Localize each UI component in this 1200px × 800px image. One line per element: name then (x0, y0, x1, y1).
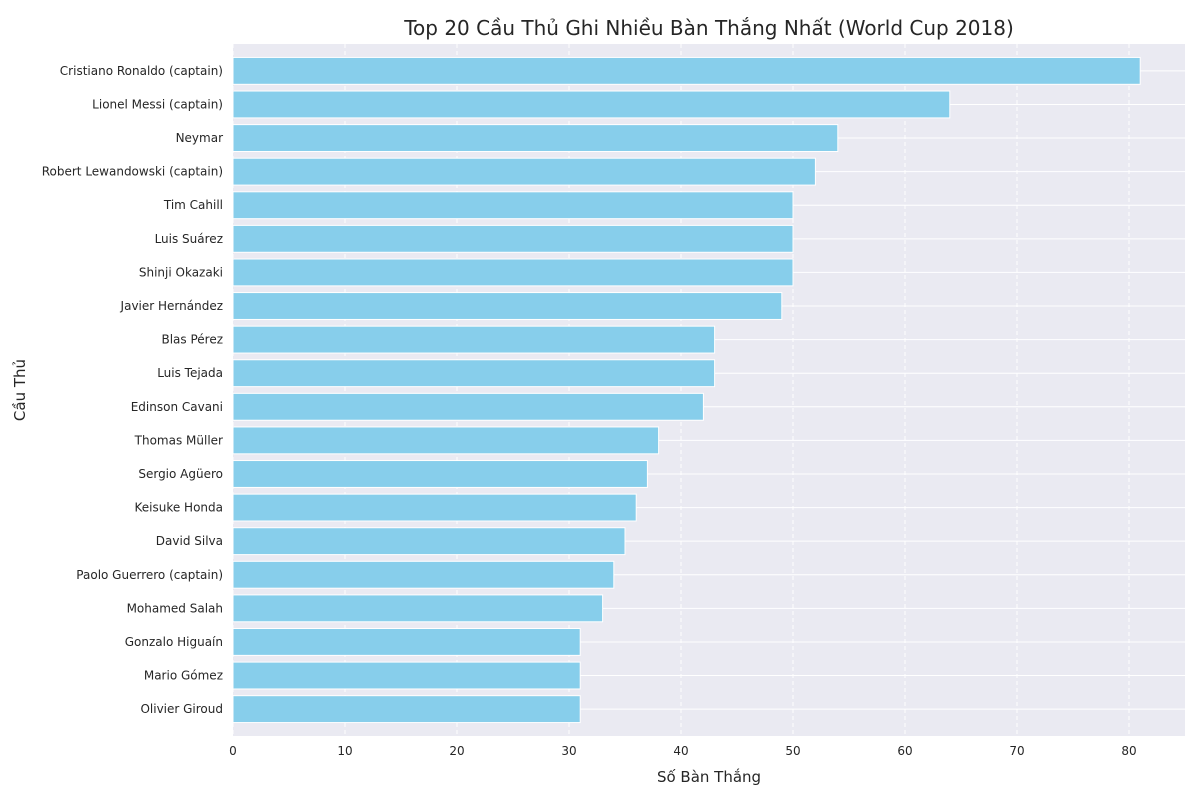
y-tick-label: Paolo Guerrero (captain) (76, 568, 223, 582)
y-tick-label: Tim Cahill (163, 198, 223, 212)
bar (232, 695, 581, 724)
y-tick-label: Mohamed Salah (127, 601, 223, 615)
bar (232, 292, 783, 320)
y-tick-label: Neymar (176, 131, 224, 145)
y-tick-label: Shinji Okazaki (139, 265, 223, 279)
x-tick-label: 70 (1009, 744, 1024, 758)
y-tick-label: Luis Suárez (155, 232, 223, 246)
bar (232, 460, 648, 488)
bar (232, 594, 604, 623)
bar (232, 628, 581, 656)
bar (232, 56, 1141, 85)
bar (232, 325, 716, 354)
bar (232, 90, 951, 119)
y-tick-label: Edinson Cavani (131, 400, 223, 414)
bars (232, 56, 1141, 724)
x-tick-label: 40 (673, 744, 688, 758)
bar (232, 157, 816, 186)
y-tick-label: Javier Hernández (120, 299, 223, 313)
x-tick-label: 80 (1121, 744, 1136, 758)
y-tick-label: Robert Lewandowski (captain) (42, 165, 223, 179)
x-tick-label: 20 (449, 744, 464, 758)
y-tick-label: Thomas Müller (134, 433, 223, 447)
bar (232, 493, 637, 522)
x-tick-label: 60 (897, 744, 912, 758)
bar (232, 224, 794, 253)
x-tick-label: 50 (785, 744, 800, 758)
y-tick-label: David Silva (156, 534, 223, 548)
x-tick-labels: 0 10 20 30 40 50 60 70 80 (229, 744, 1136, 758)
y-tick-label: Olivier Giroud (140, 702, 223, 716)
x-tick-label: 30 (561, 744, 576, 758)
y-tick-label: Blas Pérez (161, 333, 223, 347)
bar (232, 258, 794, 287)
y-tick-label: Cristiano Ronaldo (captain) (60, 64, 223, 78)
y-tick-label: Gonzalo Higuaín (125, 635, 223, 649)
bar (232, 392, 704, 421)
bar (232, 124, 839, 152)
chart-title: Top 20 Cầu Thủ Ghi Nhiều Bàn Thắng Nhất … (403, 16, 1014, 40)
x-tick-label: 0 (229, 744, 237, 758)
y-tick-label: Mario Gómez (144, 669, 223, 683)
bar (232, 661, 581, 690)
bar (232, 560, 615, 589)
y-axis-label: Cầu Thủ (11, 359, 29, 421)
y-tick-label: Lionel Messi (captain) (92, 97, 223, 111)
y-tick-labels: Cristiano Ronaldo (captain) Lionel Messi … (42, 64, 223, 716)
x-axis-label: Số Bàn Thắng (657, 768, 761, 786)
bar (232, 426, 660, 455)
bar (232, 527, 626, 556)
bar (232, 191, 794, 220)
y-tick-label: Luis Tejada (157, 366, 223, 380)
bar (232, 359, 716, 388)
y-tick-label: Keisuke Honda (134, 501, 223, 515)
x-tick-label: 10 (337, 744, 352, 758)
y-tick-label: Sergio Agüero (138, 467, 223, 481)
